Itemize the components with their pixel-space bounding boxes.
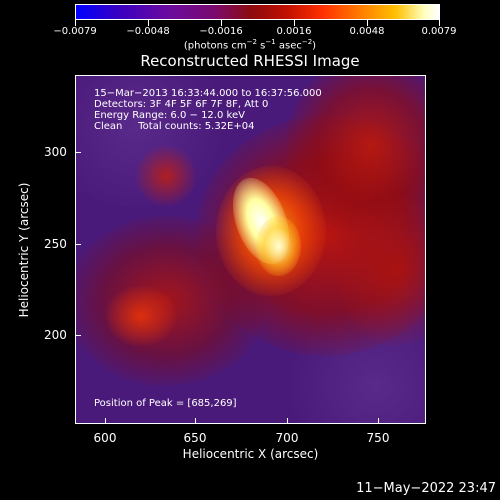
y-tick-label: 250 <box>44 237 67 251</box>
colorbar-units: (photons cm−2 s−1 asec−2) <box>0 38 500 51</box>
y-axis-label: Heliocentric Y (arcsec) <box>17 182 31 318</box>
plot-title: Reconstructed RHESSI Image <box>140 52 360 70</box>
info-line-counts: Clean Total counts: 5.32E+04 <box>94 121 255 132</box>
heatmap-image <box>76 76 425 423</box>
x-tick-label: 750 <box>366 431 390 445</box>
timestamp: 11−May−2022 23:47 <box>356 481 496 496</box>
colorbar-tick <box>294 20 295 26</box>
units-exponent: −2 <box>301 38 313 46</box>
x-tick <box>105 418 106 424</box>
x-tick <box>378 418 379 424</box>
x-tick-label: 650 <box>183 431 207 445</box>
info-line-time: 15−Mar−2013 16:33:44.000 to 16:37:56.000 <box>94 88 322 99</box>
colorbar-tick-label: −0.0048 <box>126 26 170 37</box>
image-plot-area: 15−Mar−2013 16:33:44.000 to 16:37:56.000… <box>75 75 426 424</box>
peak-position: Position of Peak = [685,269] <box>94 398 237 409</box>
colorbar-tick <box>439 20 440 26</box>
colorbar-tick-label: −0.0016 <box>199 26 243 37</box>
colorbar-tick-label: 0.0079 <box>421 26 457 37</box>
units-part: s <box>256 40 266 52</box>
info-line-detectors: Detectors: 3F 4F 5F 6F 7F 8F, Att 0 <box>94 99 269 110</box>
x-axis-label: Heliocentric X (arcsec) <box>182 447 319 461</box>
units-part: ) <box>312 40 317 52</box>
x-tick <box>195 418 196 424</box>
x-tick-label: 700 <box>275 431 299 445</box>
colorbar-tick <box>221 20 222 26</box>
colorbar <box>75 4 440 20</box>
info-line-energy: Energy Range: 6.0 − 12.0 keV <box>94 110 245 121</box>
colorbar-tick-label: 0.0048 <box>349 26 385 37</box>
colorbar-tick <box>148 20 149 26</box>
y-tick-label: 300 <box>44 145 67 159</box>
units-exponent: −1 <box>265 38 276 46</box>
colorbar-tick-label: −0.0079 <box>53 26 97 37</box>
y-tick <box>75 152 81 153</box>
y-tick <box>75 244 81 245</box>
units-exponent: −2 <box>246 38 257 46</box>
units-part: (photons cm <box>183 40 247 52</box>
colorbar-tick <box>75 20 76 26</box>
y-tick-label: 200 <box>44 328 67 342</box>
x-tick <box>287 418 288 424</box>
colorbar-tick-label: 0.0016 <box>276 26 312 37</box>
units-part: asec <box>275 40 302 52</box>
x-tick-label: 600 <box>93 431 117 445</box>
colorbar-tick <box>367 20 368 26</box>
y-tick <box>75 335 81 336</box>
